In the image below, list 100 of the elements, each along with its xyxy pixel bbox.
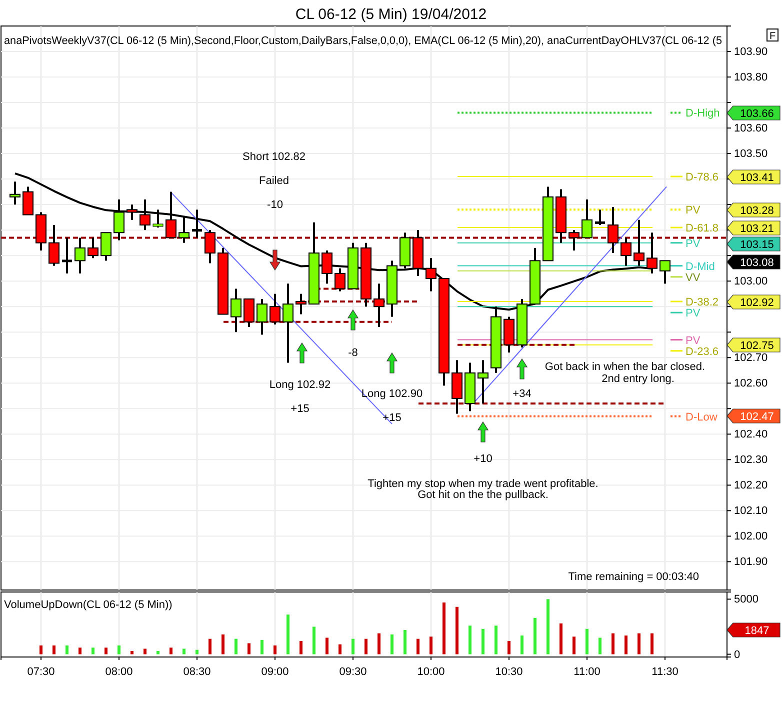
candlestick (9, 180, 20, 206)
bar (312, 626, 316, 654)
bar (234, 638, 238, 654)
y-tick-label: 102.70 (734, 352, 768, 364)
legend-label: D-38.2 (686, 296, 719, 308)
y-tick-label: 102.10 (734, 505, 768, 518)
annotation: Got back in when the bar closed. (544, 361, 706, 373)
bar (286, 614, 290, 654)
candlestick (282, 282, 294, 364)
legend-label: PV (686, 204, 701, 217)
x-tick-label: 08:30 (183, 666, 211, 678)
x-tick-label: 10:30 (495, 666, 523, 678)
candlestick (568, 229, 580, 252)
candlestick (634, 218, 644, 267)
annotation: anaPivotsWeeklyV37(CL 06-12 (5 Min),Second,Floor,Custom,DailyBars,False,0,0,0), EMA(CL 06-12 (5 Min),20), anaCurrentDayOHLV37(CL 06-12 (5 (4, 35, 732, 47)
bar (104, 648, 108, 654)
candlestick (192, 208, 202, 239)
candlestick (620, 236, 632, 267)
candlestick (48, 224, 60, 267)
annotation: -10 (267, 199, 283, 211)
bar (182, 648, 186, 654)
bar (494, 626, 498, 654)
text: 103.08 (740, 257, 774, 269)
text: 103.41 (740, 172, 774, 184)
y-tick-label: 102.40 (734, 428, 768, 441)
annotation: VolumeUpDown(CL 06-12 (5 Min)) (4, 599, 172, 611)
bar (156, 650, 160, 654)
x-tick-label: 09:00 (261, 666, 289, 678)
bar (78, 648, 82, 654)
candlestick (62, 236, 72, 274)
legend-label: PV (686, 308, 701, 320)
bar (612, 633, 615, 654)
annotation: +15 (290, 403, 310, 415)
annotation: +10 (474, 453, 492, 465)
f-button: F (766, 28, 778, 42)
x-tick-label: 10:00 (417, 666, 445, 678)
bar (196, 650, 198, 654)
y-tick-label: 103.90 (734, 46, 768, 58)
bar (144, 648, 147, 654)
candlestick (426, 257, 437, 292)
bar (534, 618, 537, 654)
y-tick-label: 102.60 (734, 378, 768, 390)
candlestick (660, 260, 671, 285)
text: 103.28 (740, 205, 774, 217)
candlestick (152, 208, 164, 229)
text: 103.15 (740, 239, 774, 251)
y-tick-label: 103.00 (734, 276, 768, 288)
bar (546, 599, 550, 654)
bar (572, 636, 576, 654)
bar (325, 638, 328, 654)
annotation: Time remaining = 00:03:40 (568, 571, 699, 583)
legend-label: D-78.6 (686, 172, 719, 184)
candlestick (296, 292, 307, 316)
text: 103.66 (740, 108, 774, 120)
bar (638, 633, 640, 654)
bar (274, 645, 276, 654)
candlestick (140, 198, 151, 232)
candlestick (582, 198, 593, 239)
y-tick-label: 0 (734, 648, 740, 661)
candlestick (595, 208, 605, 226)
bar (520, 636, 524, 654)
y-tick-label: 103.80 (734, 72, 768, 84)
bar (40, 645, 42, 654)
bar (338, 644, 342, 654)
candlestick (74, 236, 86, 274)
y-tick-label: 102.30 (734, 454, 768, 466)
bar (508, 641, 511, 654)
bar (456, 606, 459, 654)
bar (169, 648, 172, 654)
legend-label: D-Mid (686, 260, 715, 273)
candlestick (126, 204, 138, 221)
bar (66, 645, 69, 654)
legend-label: D-23.6 (686, 346, 719, 358)
text: 103.21 (740, 223, 774, 235)
bar (430, 636, 433, 654)
y-tick-label: 5000 (734, 594, 758, 606)
candlestick (608, 206, 619, 254)
bar (482, 628, 484, 654)
candlestick (22, 186, 34, 216)
bar (442, 602, 446, 654)
candlestick (114, 198, 124, 242)
bar (118, 645, 120, 654)
annotation: Short 102.82 (242, 151, 306, 163)
bar (468, 626, 472, 654)
bar (416, 638, 420, 654)
annotation: Tighten my stop when my trade went profitable. (368, 478, 598, 490)
candlestick (204, 229, 216, 264)
bar (560, 623, 562, 654)
candlestick (256, 298, 268, 336)
y-tick-label: 101.90 (734, 556, 768, 568)
candlestick (230, 288, 242, 334)
candlestick (243, 298, 254, 328)
x-tick-label: 11:00 (574, 666, 600, 678)
annotation: -8 (348, 347, 358, 359)
candlestick (334, 267, 346, 292)
candlestick (87, 236, 98, 260)
bar (352, 638, 354, 654)
bar (260, 640, 264, 654)
bar (390, 634, 394, 654)
candlestick (374, 282, 385, 328)
